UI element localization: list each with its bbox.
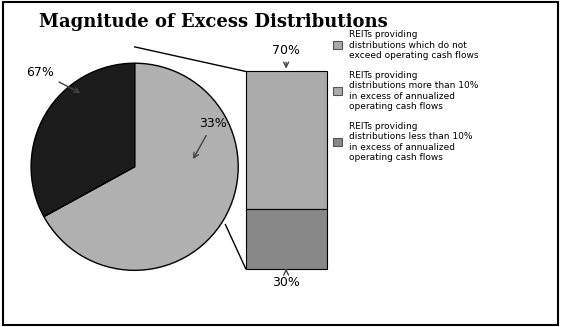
Legend: REITs providing
distributions which do not
exceed operating cash flows, REITs pr: REITs providing distributions which do n… bbox=[330, 27, 481, 165]
Wedge shape bbox=[44, 63, 238, 270]
Text: Magnitude of Excess Distributions: Magnitude of Excess Distributions bbox=[39, 13, 388, 31]
Text: 30%: 30% bbox=[272, 270, 300, 289]
Text: 67%: 67% bbox=[26, 66, 79, 92]
Bar bbox=[246, 210, 327, 268]
Text: 70%: 70% bbox=[272, 44, 300, 67]
Bar bbox=[246, 72, 327, 210]
Wedge shape bbox=[31, 63, 135, 217]
Text: 33%: 33% bbox=[194, 117, 227, 158]
